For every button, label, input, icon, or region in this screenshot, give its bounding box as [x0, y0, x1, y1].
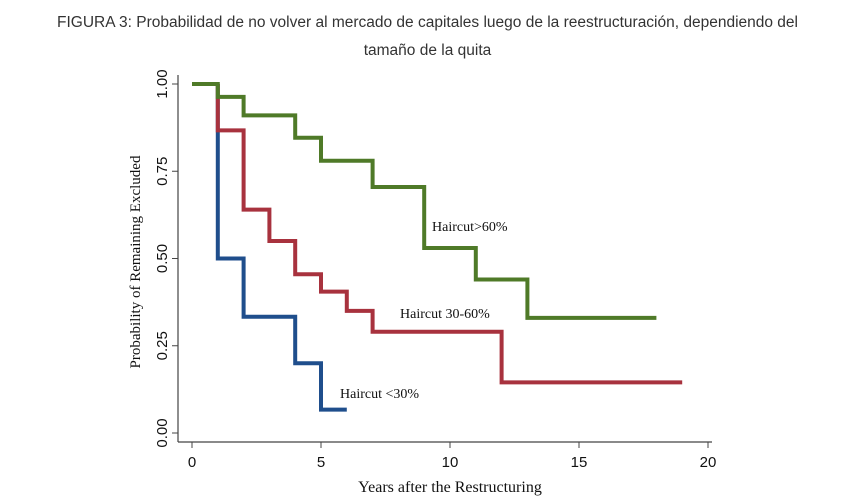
y-tick-label: 0.50	[154, 244, 171, 273]
x-tick-label: 20	[700, 454, 717, 471]
y-tick-label: 0.25	[154, 331, 171, 360]
x-axis-label: Years after the Restructuring	[358, 479, 542, 496]
series-line-0	[215, 84, 347, 412]
y-tick-label: 0.00	[154, 418, 171, 447]
chart-title-line1: FIGURA 3: Probabilidad de no volver al m…	[56, 14, 798, 31]
y-tick-label: 0.75	[154, 157, 171, 186]
x-tick-label: 10	[442, 454, 459, 471]
label-haircut-30-60: Haircut 30-60%	[400, 307, 490, 322]
x-tick-label: 0	[188, 454, 196, 471]
chart-title-line2: tamaño de la quita	[363, 42, 492, 59]
x-tick-label: 5	[317, 454, 325, 471]
label-haircut-under-30: Haircut <30%	[340, 387, 419, 402]
series-line-1	[215, 84, 683, 385]
series-line-2	[192, 82, 657, 320]
x-tick-label: 15	[571, 454, 588, 471]
y-axis-label: Probability of Remaining Excluded	[128, 155, 144, 368]
label-haircut-over-60: Haircut>60%	[432, 220, 508, 235]
y-tick-label: 1.00	[154, 69, 171, 98]
